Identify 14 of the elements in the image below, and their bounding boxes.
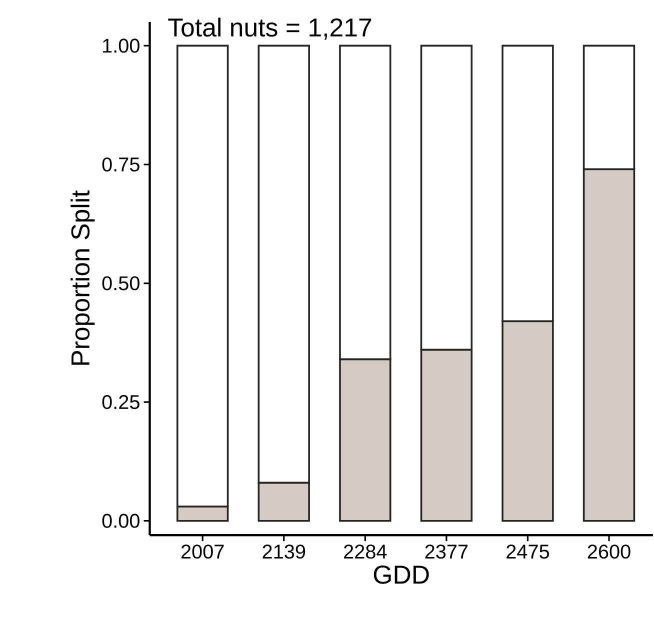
x-tick-label: 2377 (425, 544, 468, 559)
x-axis-title: GDD (374, 566, 429, 584)
y-tick-label: 0.50 (102, 276, 140, 290)
y-tick-label: 0.25 (102, 395, 140, 410)
y-tick-label: 1.00 (103, 38, 140, 53)
y-axis-title: Proportion Split (70, 190, 95, 365)
x-tick-label: 2007 (181, 544, 224, 559)
x-tick-label: 2600 (588, 544, 630, 559)
x-tick-label: 2475 (506, 544, 550, 559)
y-tick-label: 0.75 (102, 157, 140, 172)
x-tick-label: 2139 (262, 544, 306, 559)
annotation: Total nuts = 1,217 (168, 18, 372, 40)
y-tick-label: 0.00 (102, 514, 140, 528)
x-tick-label: 2284 (344, 544, 387, 559)
